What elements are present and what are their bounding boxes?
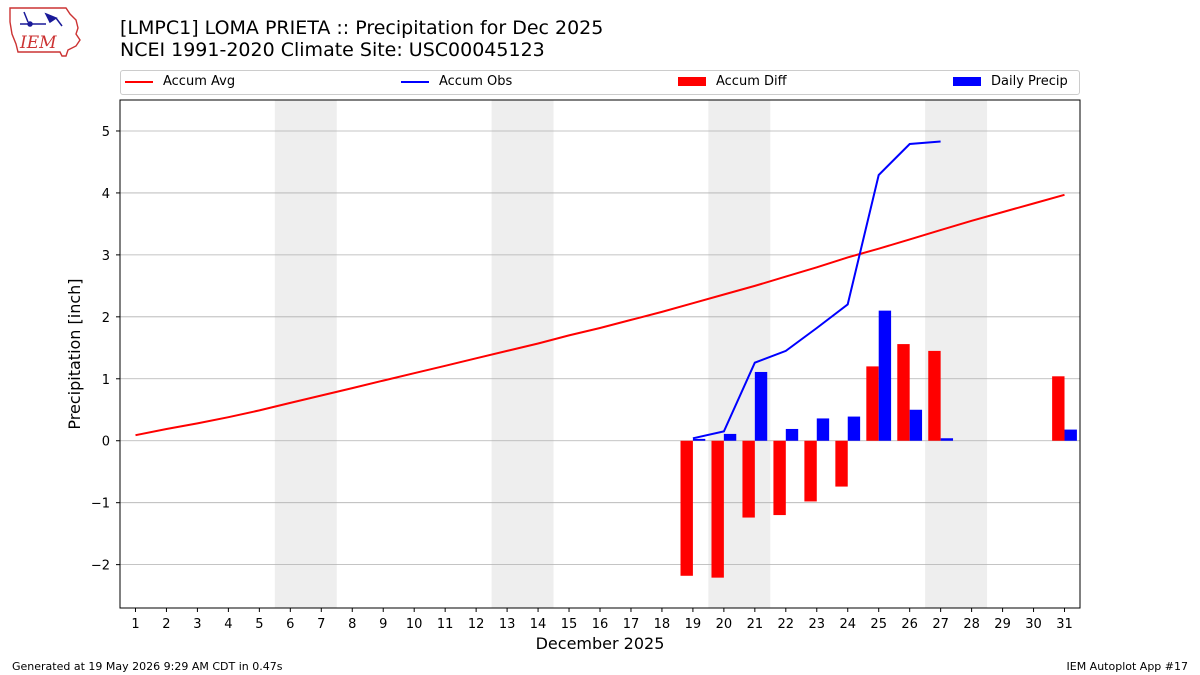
x-tick-label: 20	[716, 617, 733, 632]
y-tick-label: 5	[102, 125, 110, 140]
bar-accum-diff-31	[1052, 376, 1065, 441]
bar-daily-precip-21	[754, 371, 768, 441]
x-axis-ticks: 1 2 3 4 5 6 7 8 9 10 11 12 13 14 15 16 17 18 19 20 21 22 23 24 2…	[131, 608, 1073, 632]
x-tick-label: 2	[162, 617, 170, 632]
bars	[680, 310, 1077, 578]
bar-accum-diff-26	[897, 344, 910, 441]
y-axis-label: Precipitation [inch]	[65, 278, 84, 429]
y-tick-label: 3	[102, 249, 110, 264]
legend-label-daily-precip: Daily Precip	[991, 74, 1068, 89]
x-tick-label: 7	[317, 617, 325, 632]
x-tick-label: 18	[654, 617, 671, 632]
legend-swatch-daily-precip	[953, 77, 981, 86]
legend-daily-precip: Daily Precip	[953, 74, 1068, 89]
bar-daily-precip-24	[847, 416, 861, 441]
x-tick-label: 24	[839, 617, 856, 632]
x-tick-label: 31	[1056, 617, 1073, 632]
x-tick-label: 4	[224, 617, 232, 632]
x-tick-label: 5	[255, 617, 263, 632]
line-accum-obs	[692, 140, 941, 440]
bar-accum-diff-19	[680, 440, 693, 576]
x-tick-label: 21	[747, 617, 764, 632]
y-axis-ticks: −2 −1 0 1 2 3 4 5	[91, 125, 120, 574]
x-tick-label: 1	[131, 617, 139, 632]
plot-frame	[119, 99, 1081, 609]
bar-daily-precip-25	[878, 310, 892, 441]
y-tick-label: 2	[102, 311, 110, 326]
x-tick-label: 12	[468, 617, 485, 632]
bar-daily-precip-27	[940, 438, 954, 441]
x-tick-label: 3	[193, 617, 201, 632]
grid-lines	[120, 130, 1080, 566]
x-tick-label: 11	[437, 617, 454, 632]
x-tick-label: 19	[685, 617, 702, 632]
chart-title: [LMPC1] LOMA PRIETA :: Precipitation for…	[120, 17, 604, 39]
bar-daily-precip-23	[816, 418, 830, 441]
x-tick-label: 16	[592, 617, 609, 632]
y-tick-label: 4	[102, 187, 110, 202]
bar-daily-precip-26	[909, 409, 923, 441]
x-tick-label: 28	[963, 617, 980, 632]
x-tick-label: 6	[286, 617, 294, 632]
x-tick-label: 25	[870, 617, 887, 632]
weekend-band-0	[274, 100, 337, 608]
x-tick-label: 14	[530, 617, 547, 632]
bar-daily-precip-20	[723, 433, 737, 441]
chart-legend: Accum Avg Accum Obs Accum Diff Daily Pre…	[120, 70, 1080, 95]
y-tick-label: 0	[102, 435, 110, 450]
app-credit: IEM Autoplot App #17	[1066, 660, 1189, 673]
bar-accum-diff-21	[742, 440, 755, 518]
legend-accum-obs: Accum Obs	[401, 74, 512, 89]
x-tick-label: 15	[561, 617, 578, 632]
weekend-band-3	[925, 100, 988, 608]
y-tick-label: −1	[91, 497, 110, 512]
x-tick-label: 22	[778, 617, 795, 632]
x-tick-label: 23	[809, 617, 826, 632]
logo-text: IEM	[19, 33, 57, 53]
weekend-band-1	[491, 100, 554, 608]
x-tick-label: 29	[994, 617, 1011, 632]
bar-accum-diff-25	[866, 366, 879, 441]
x-tick-label: 17	[623, 617, 640, 632]
bar-accum-diff-22	[773, 440, 786, 516]
bar-daily-precip-31	[1064, 429, 1077, 441]
y-tick-label: −2	[91, 559, 110, 574]
x-tick-label: 27	[932, 617, 949, 632]
bar-accum-diff-23	[804, 440, 817, 502]
bar-daily-precip-22	[785, 428, 799, 441]
legend-swatch-accum-avg	[125, 80, 153, 83]
x-tick-label: 9	[379, 617, 387, 632]
legend-label-accum-diff: Accum Diff	[716, 74, 787, 89]
weather-station-icon	[20, 11, 63, 27]
legend-label-accum-avg: Accum Avg	[163, 74, 236, 89]
lines	[135, 140, 1065, 440]
legend-swatch-accum-obs	[401, 80, 429, 83]
bar-accum-diff-24	[835, 440, 848, 487]
x-tick-label: 30	[1025, 617, 1042, 632]
iowa-outline-icon	[9, 7, 81, 57]
legend-accum-avg: Accum Avg	[125, 74, 235, 89]
chart-subtitle: NCEI 1991-2020 Climate Site: USC00045123	[120, 39, 545, 61]
x-tick-label: 26	[901, 617, 918, 632]
iem-logo: IEM	[9, 7, 81, 57]
line-accum-avg	[135, 193, 1065, 437]
legend-accum-diff: Accum Diff	[678, 74, 787, 89]
x-tick-label: 10	[406, 617, 423, 632]
bar-accum-diff-27	[928, 350, 941, 441]
x-tick-label: 13	[499, 617, 516, 632]
x-axis-label: December 2025	[536, 634, 665, 653]
bar-accum-diff-20	[711, 440, 724, 578]
y-tick-label: 1	[102, 373, 110, 388]
weekend-shading	[274, 100, 988, 608]
legend-swatch-accum-diff	[678, 77, 706, 86]
generated-timestamp: Generated at 19 May 2026 9:29 AM CDT in …	[12, 660, 283, 673]
weekend-band-2	[708, 100, 771, 608]
legend-label-accum-obs: Accum Obs	[439, 74, 513, 89]
bar-daily-precip-19	[692, 438, 706, 441]
x-tick-label: 8	[348, 617, 356, 632]
